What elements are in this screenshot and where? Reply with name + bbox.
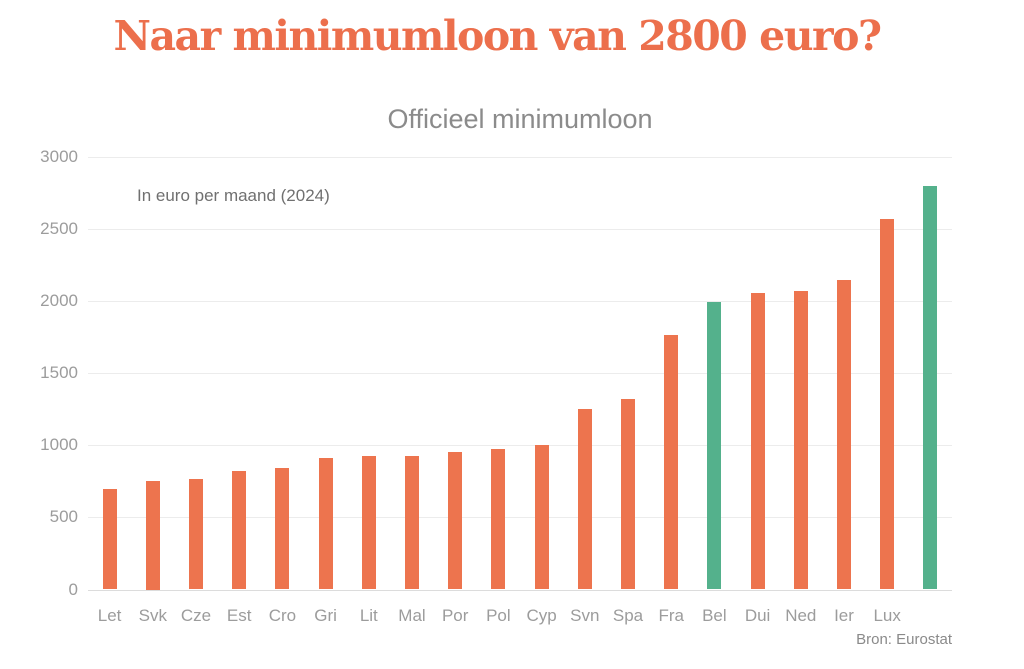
gridline-500 xyxy=(88,517,952,519)
source-credit: Bron: Eurostat xyxy=(856,631,952,648)
bar-Por xyxy=(448,451,463,590)
bar-Lit xyxy=(361,456,376,590)
bar-Bel xyxy=(707,302,722,590)
x-tick-label-Fra: Fra xyxy=(658,606,684,625)
gridline-3000 xyxy=(88,157,952,158)
bar-Fra xyxy=(664,334,679,590)
bar-proposal-2800 xyxy=(923,185,938,590)
x-tick-label-Pol: Pol xyxy=(486,606,511,625)
gridline-2500 xyxy=(88,229,952,231)
x-tick-label-Spa: Spa xyxy=(612,606,644,625)
y-tick-label-2000: 2000 xyxy=(40,291,78,311)
x-tick-label-Est: Est xyxy=(226,606,252,625)
chart-annotation: In euro per maand (2024) xyxy=(137,186,330,205)
x-tick-label-Dui: Dui xyxy=(744,606,771,625)
y-tick-label-1500: 1500 xyxy=(40,363,78,383)
page-title: Naar minimumloon van 2800 euro? xyxy=(113,12,882,60)
gridline-2000 xyxy=(88,301,952,303)
gridline-1500 xyxy=(88,373,952,375)
bar-Dui xyxy=(750,293,765,590)
bar-Cro xyxy=(275,468,290,590)
x-tick-label-Svk: Svk xyxy=(138,606,167,625)
bar-Est xyxy=(232,471,247,590)
chart-title: Officieel minimumloon xyxy=(387,104,653,134)
bar-Mal xyxy=(405,456,419,590)
y-tick-label-500: 500 xyxy=(49,507,78,527)
bar-Ned xyxy=(793,291,808,590)
y-tick-label-3000: 3000 xyxy=(40,147,78,166)
x-tick-label-Gri: Gri xyxy=(314,606,337,625)
bar-Spa xyxy=(621,398,635,590)
x-tick-label-Lit: Lit xyxy=(359,606,378,625)
y-tick-label-2500: 2500 xyxy=(40,219,78,239)
x-tick-label-Let: Let xyxy=(97,606,122,625)
x-tick-label-Por: Por xyxy=(441,606,469,625)
x-tick-label-Cro: Cro xyxy=(268,606,297,625)
bar-Lux xyxy=(880,218,895,590)
bar-Ier xyxy=(837,280,851,590)
bar-Cze xyxy=(189,479,203,590)
x-tick-label-Mal: Mal xyxy=(398,606,426,625)
y-tick-label-0: 0 xyxy=(68,579,78,599)
x-tick-label-Cyp: Cyp xyxy=(526,606,557,625)
x-tick-label-Bel: Bel xyxy=(702,606,727,625)
bar-Svk xyxy=(145,481,160,590)
y-tick-label-1000: 1000 xyxy=(40,435,78,455)
x-tick-label-Svn: Svn xyxy=(570,606,600,625)
bar-Svn xyxy=(577,408,592,590)
x-tick-label-Lux: Lux xyxy=(873,606,901,625)
bar-Gri xyxy=(318,458,333,590)
bar-Let xyxy=(102,488,117,590)
gridline-1000 xyxy=(88,445,952,447)
x-tick-label-Ier: Ier xyxy=(834,606,854,625)
x-tick-label-Ned: Ned xyxy=(785,606,817,625)
bar-Cyp xyxy=(534,445,549,590)
bar-Pol xyxy=(491,448,506,590)
gridline-0 xyxy=(88,589,952,591)
x-tick-label-Cze: Cze xyxy=(180,606,212,625)
